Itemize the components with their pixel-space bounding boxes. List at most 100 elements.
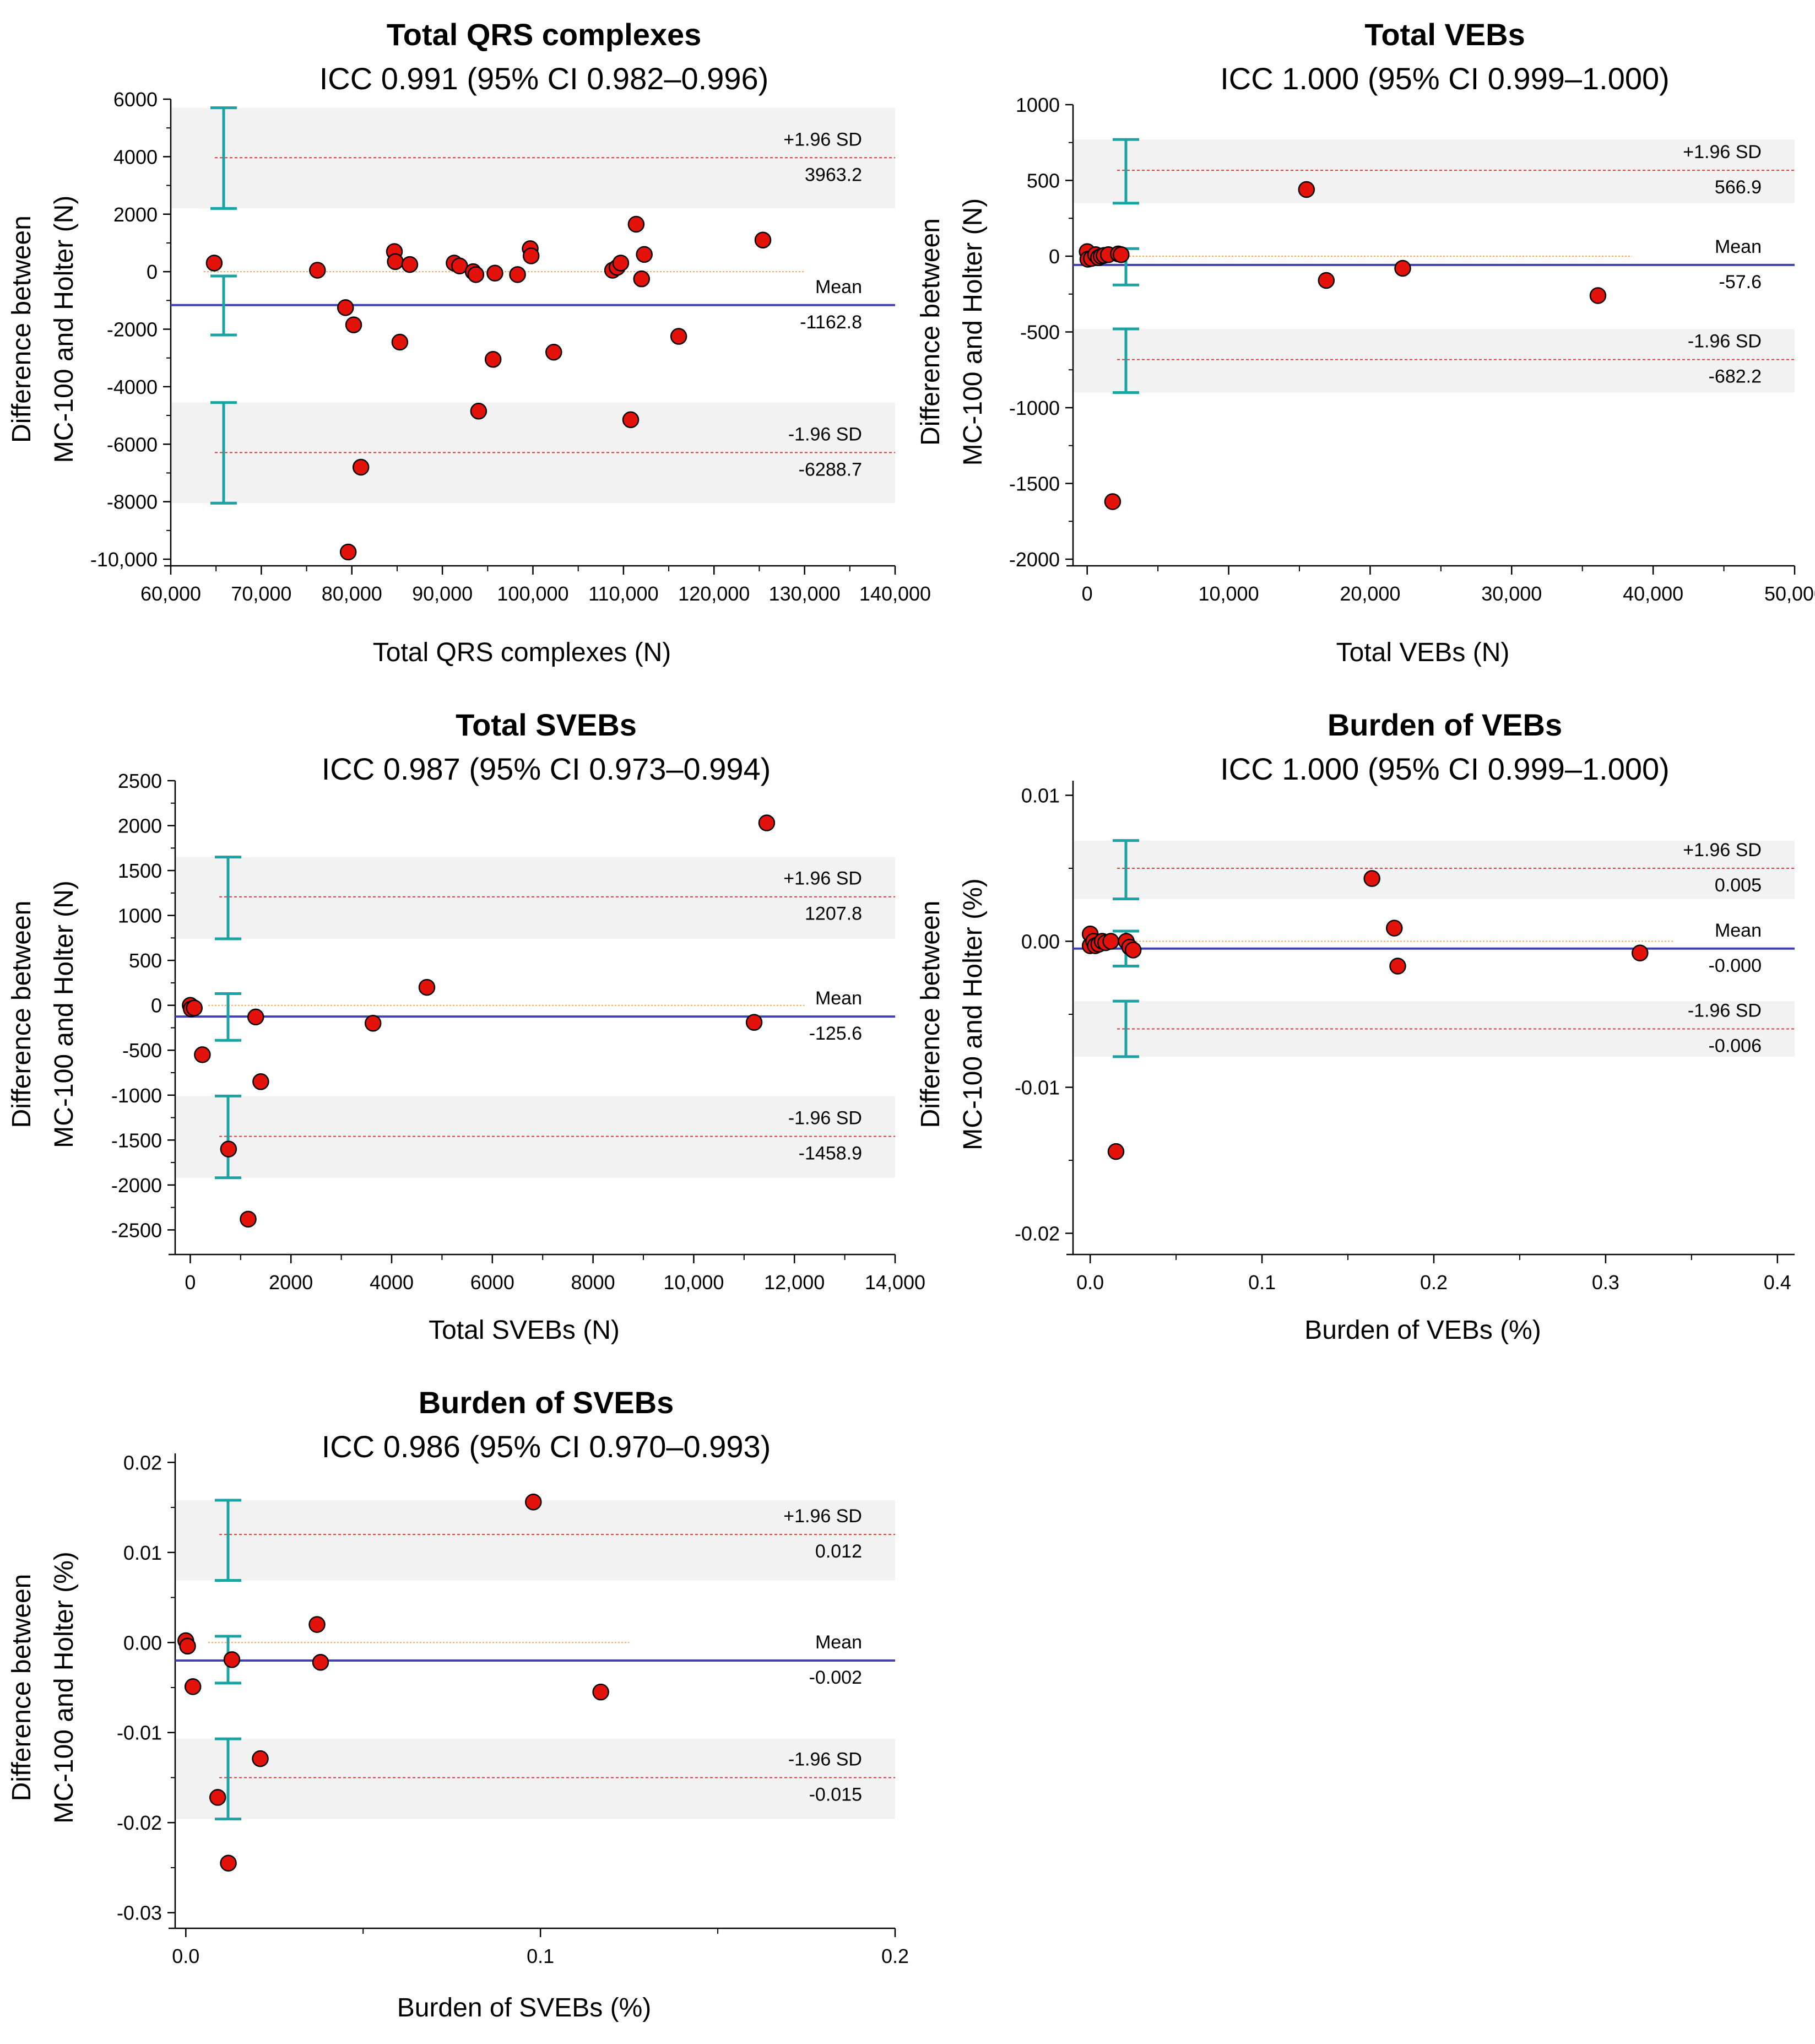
- y-tick-label: 2500: [118, 770, 162, 792]
- data-point: [1394, 259, 1411, 277]
- x-tick-label: 90,000: [412, 582, 473, 605]
- y-tick-label: -500: [122, 1039, 162, 1062]
- data-point: [627, 215, 645, 233]
- data-point: [223, 1651, 241, 1668]
- y-tick-label: 0.00: [1021, 931, 1060, 953]
- upper-loa-ci-bar: [215, 856, 241, 940]
- data-point: [194, 1046, 211, 1063]
- x-tick-label: 10,000: [1198, 582, 1259, 605]
- x-tick-label: 140,000: [859, 582, 931, 605]
- mean-label: Mean: [1715, 920, 1762, 941]
- chart-subtitle: ICC 0.991 (95% CI 0.982–0.996): [319, 61, 769, 96]
- y-tick-label: -0.02: [117, 1812, 162, 1834]
- chart-panel-2: 1000 500 0 -500 -1000 -1500 -2000 0 10,000 20,000…: [916, 17, 1815, 667]
- chart-title: Burden of SVEBs: [419, 1385, 674, 1420]
- lower-loa-label: -1.96 SD: [1688, 1001, 1762, 1021]
- lower-loa-label: -1.96 SD: [1688, 331, 1762, 352]
- lower-loa-ci-bar: [215, 1094, 241, 1180]
- upper-loa-ci-band: [175, 857, 895, 939]
- data-point: [509, 266, 526, 283]
- upper-loa-value: 1207.8: [805, 904, 862, 924]
- lower-loa-ci-bar: [1113, 327, 1139, 394]
- x-tick-label: 0.0: [172, 1945, 199, 1967]
- chart-panel-4: 0.01 0.00 -0.01 -0.02 0.0 0.1 0.2 0.3 0.4 +1.96 S…: [916, 707, 1795, 1345]
- x-tick-label: 10,000: [663, 1271, 724, 1294]
- upper-loa-ci-bar: [210, 106, 237, 210]
- x-tick-label: 80,000: [322, 582, 382, 605]
- data-point: [1124, 942, 1142, 959]
- y-tick-label: 0.01: [1021, 785, 1060, 807]
- x-tick-label: 4000: [370, 1271, 414, 1294]
- upper-loa-ci-bar: [215, 1499, 241, 1582]
- data-point: [418, 978, 436, 996]
- x-tick-label: 0.4: [1764, 1271, 1791, 1294]
- mean-value: -57.6: [1719, 272, 1762, 293]
- y-tick-label: -6000: [107, 433, 158, 456]
- data-point: [391, 333, 409, 351]
- chart-subtitle: ICC 0.987 (95% CI 0.973–0.994): [322, 751, 771, 786]
- data-point: [364, 1015, 382, 1032]
- mean-ci-bar: [215, 992, 241, 1042]
- x-tick-label: 0.1: [1248, 1271, 1276, 1294]
- data-point: [252, 1073, 269, 1090]
- data-point: [470, 402, 487, 420]
- x-tick-label: 60,000: [140, 582, 201, 605]
- y-tick-label: 6000: [113, 88, 158, 111]
- y-axis-label-line2: MC-100 and Holter (%): [50, 1551, 79, 1824]
- y-axis-label-line2: MC-100 and Holter (N): [50, 196, 79, 463]
- lower-loa-ci-bar: [1113, 999, 1139, 1058]
- y-tick-label: -1000: [111, 1084, 162, 1107]
- x-tick-label: 50,000: [1764, 582, 1815, 605]
- data-point: [184, 1678, 202, 1695]
- chart-panel-5: 0.02 0.01 0.00 -0.01 -0.02 -0.03 0.0 0.1 0.2 +1.9…: [7, 1385, 909, 2023]
- y-tick-label: -1000: [1009, 397, 1060, 419]
- upper-loa-ci-bar: [1113, 138, 1139, 205]
- y-tick-label: -2500: [111, 1219, 162, 1241]
- y-tick-label: -8000: [107, 491, 158, 513]
- data-point: [220, 1140, 237, 1158]
- x-tick-label: 40,000: [1623, 582, 1683, 605]
- chart-title: Total SVEBs: [456, 707, 637, 742]
- lower-loa-label: -1.96 SD: [788, 424, 862, 445]
- y-tick-label: 1500: [118, 859, 162, 882]
- data-point: [252, 1750, 269, 1767]
- y-tick-label: 0.00: [123, 1631, 162, 1654]
- data-point: [1104, 493, 1121, 510]
- x-tick-label: 0.0: [1076, 1271, 1104, 1294]
- upper-loa-label: +1.96 SD: [1683, 840, 1762, 861]
- x-tick-label: 12,000: [764, 1271, 825, 1294]
- upper-loa-value: 566.9: [1715, 177, 1762, 198]
- data-point: [1318, 272, 1335, 289]
- mean-label: Mean: [815, 1632, 862, 1653]
- data-point: [179, 1637, 196, 1655]
- data-point: [1107, 1143, 1125, 1160]
- data-point: [1113, 246, 1130, 263]
- lower-loa-value: -0.015: [809, 1784, 862, 1805]
- mean-label: Mean: [1715, 236, 1762, 257]
- x-tick-label: 100,000: [497, 582, 568, 605]
- x-axis-label: Burden of VEBs (%): [1304, 1316, 1541, 1345]
- upper-loa-ci-band: [1073, 139, 1795, 203]
- chart-subtitle: ICC 1.000 (95% CI 0.999–1.000): [1220, 61, 1670, 96]
- x-tick-label: 0: [185, 1271, 196, 1294]
- data-point: [205, 255, 223, 272]
- data-point: [525, 1494, 542, 1511]
- mean-value: -0.002: [809, 1667, 862, 1688]
- data-point: [1389, 958, 1406, 975]
- y-tick-label: 4000: [113, 145, 158, 168]
- data-point: [387, 253, 404, 271]
- data-point: [758, 814, 776, 831]
- data-point: [337, 299, 354, 316]
- y-tick-label: -2000: [1009, 548, 1060, 571]
- data-point: [745, 1014, 763, 1031]
- chart-subtitle: ICC 0.986 (95% CI 0.970–0.993): [322, 1429, 771, 1464]
- data-point: [670, 328, 687, 345]
- data-point: [345, 316, 362, 333]
- y-axis-label-line2: MC-100 and Holter (N): [958, 198, 988, 466]
- data-point: [186, 999, 203, 1016]
- lower-loa-ci-band: [175, 1739, 895, 1819]
- x-tick-label: 14,000: [865, 1271, 925, 1294]
- data-point: [209, 1789, 226, 1806]
- y-tick-label: -0.01: [1015, 1077, 1060, 1099]
